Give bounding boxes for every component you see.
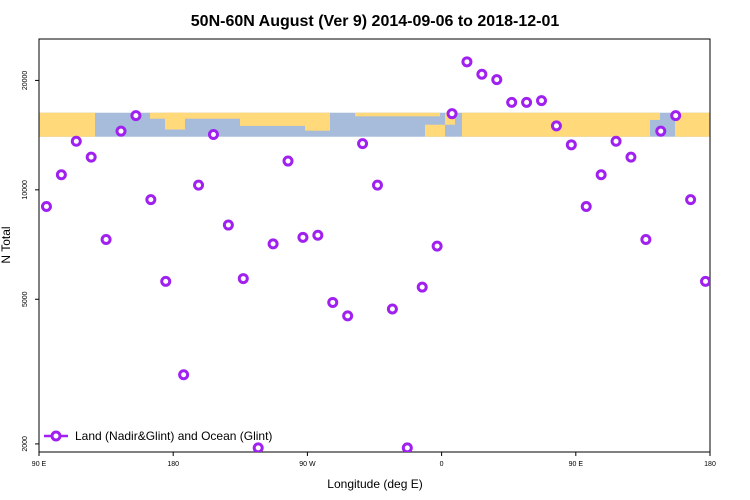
data-point — [670, 110, 682, 122]
data-point — [431, 240, 443, 252]
data-point — [237, 273, 249, 285]
map-land — [165, 112, 185, 130]
data-point — [446, 108, 458, 120]
data-point — [312, 229, 324, 241]
data-point — [40, 200, 52, 212]
data-point — [130, 110, 142, 122]
data-point — [252, 442, 264, 452]
data-point — [327, 296, 339, 308]
data-point — [160, 275, 172, 287]
y-tick-label: 2000 — [22, 436, 29, 452]
data-point — [461, 56, 473, 68]
data-point — [100, 234, 112, 246]
data-point — [700, 275, 710, 287]
data-point — [536, 95, 548, 107]
data-point — [267, 238, 279, 250]
data-point — [416, 281, 428, 293]
data-point — [342, 310, 354, 322]
y-axis-label: N Total — [0, 226, 13, 263]
map-land — [305, 112, 330, 131]
data-point — [550, 120, 562, 132]
legend-marker — [50, 430, 62, 442]
data-point — [357, 138, 369, 150]
map-land — [355, 112, 440, 117]
map-land — [425, 124, 445, 137]
x-tick-label: 180 — [704, 461, 716, 468]
legend: Land (Nadir&Glint) and Ocean (Glint) — [44, 429, 272, 443]
data-point — [193, 179, 205, 191]
legend-label: Land (Nadir&Glint) and Ocean (Glint) — [75, 429, 272, 443]
y-axis: 2000 5000 10000 20000 — [22, 71, 39, 452]
y-tick-label: 5000 — [22, 291, 29, 307]
data-point — [371, 179, 383, 191]
chart-title: 50N-60N August (Ver 9) 2014-09-06 to 201… — [191, 13, 560, 30]
data-point — [282, 155, 294, 167]
data-points — [40, 56, 710, 452]
plot-frame — [38, 38, 711, 453]
x-axis-label: Longitude (deg E) — [327, 477, 422, 491]
map-land — [650, 112, 660, 120]
data-point — [55, 169, 67, 181]
data-point — [401, 442, 413, 452]
y-tick-label: 20000 — [22, 71, 29, 91]
y-tick-label: 10000 — [22, 180, 29, 200]
data-point — [476, 68, 488, 80]
data-point — [625, 151, 637, 163]
data-point — [222, 219, 234, 231]
data-point — [207, 128, 219, 140]
data-point — [506, 96, 518, 108]
x-tick-label: 90 E — [569, 461, 584, 468]
data-point — [297, 231, 309, 243]
data-point — [595, 169, 607, 181]
x-axis: 90 E 180 90 W 0 90 E 180 — [32, 452, 716, 468]
x-tick-label: 90 E — [32, 461, 47, 468]
data-point — [491, 74, 503, 86]
x-tick-label: 0 — [440, 461, 444, 468]
data-point — [386, 303, 398, 315]
data-point — [521, 96, 533, 108]
x-tick-label: 180 — [167, 461, 179, 468]
data-point — [145, 194, 157, 206]
data-point — [685, 194, 697, 206]
data-point — [565, 139, 577, 151]
data-point — [580, 200, 592, 212]
data-point — [655, 125, 667, 137]
x-tick-label: 90 W — [299, 461, 316, 468]
data-point — [85, 151, 97, 163]
data-point — [178, 369, 190, 381]
map-land — [39, 112, 95, 137]
map-land — [240, 112, 305, 126]
map-land — [150, 112, 245, 119]
data-point — [115, 125, 127, 137]
data-point — [610, 135, 622, 147]
data-point — [70, 135, 82, 147]
data-point — [640, 234, 652, 246]
